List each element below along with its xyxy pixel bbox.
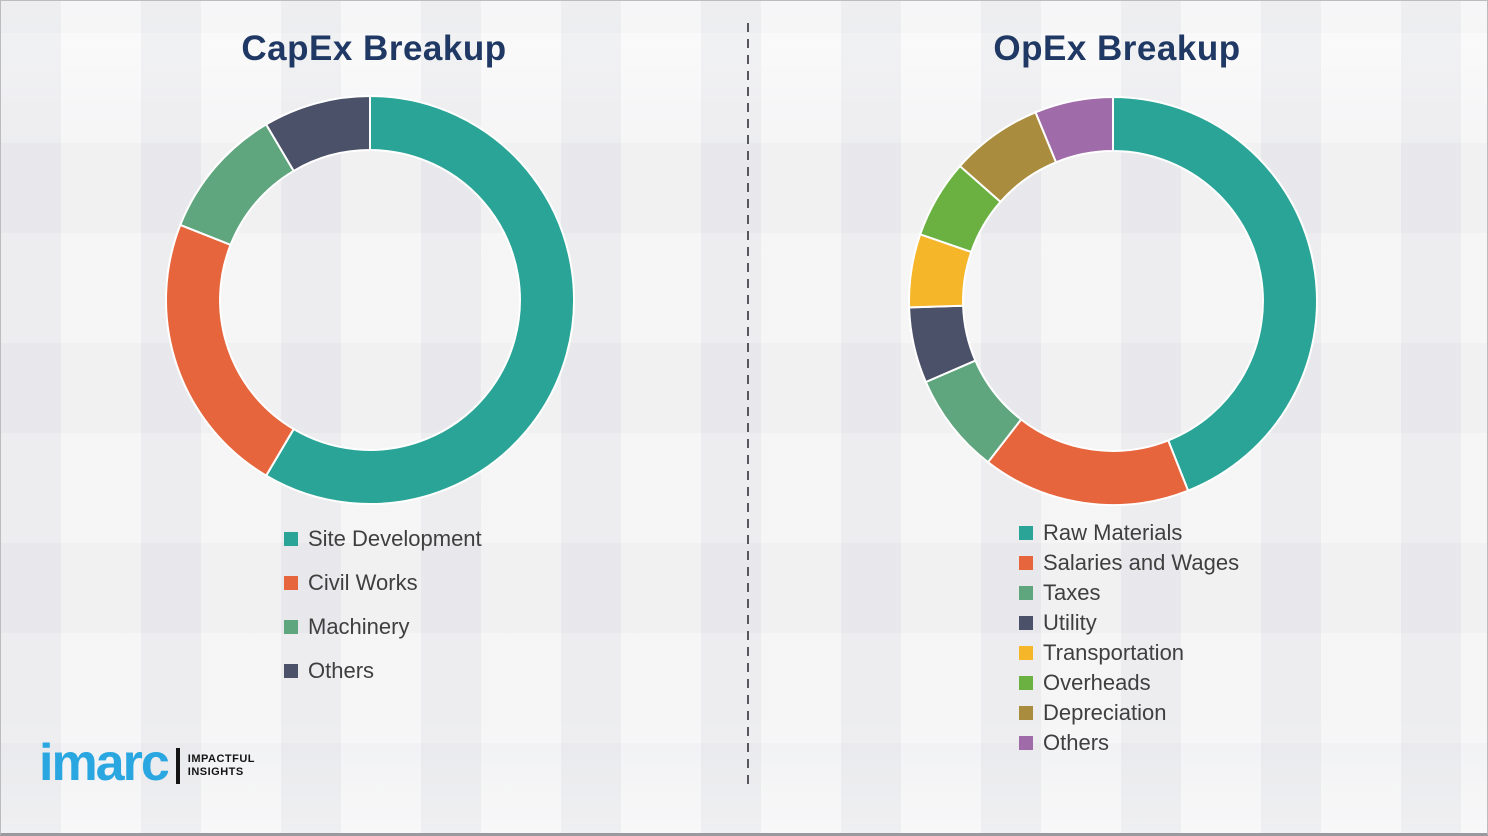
- legend-swatch: [1019, 556, 1033, 570]
- legend-item-raw-materials: Raw Materials: [1019, 518, 1239, 548]
- legend-label: Utility: [1043, 610, 1097, 635]
- legend-item-utility: Utility: [1019, 608, 1239, 638]
- legend-swatch: [284, 620, 298, 634]
- dashed-divider: [747, 23, 749, 791]
- legend-swatch: [1019, 706, 1033, 720]
- legend-swatch: [1019, 646, 1033, 660]
- legend-label: Civil Works: [308, 570, 418, 595]
- logo-tagline-line1: IMPACTFUL: [187, 753, 255, 765]
- donut-slice-salaries-and-wages: [986, 418, 1190, 506]
- legend-swatch: [1019, 526, 1033, 540]
- legend-item-depreciation: Depreciation: [1019, 698, 1239, 728]
- capex-donut-chart: [165, 94, 576, 505]
- donut-slice-raw-materials: [1112, 95, 1318, 492]
- legend-label: Site Development: [308, 526, 482, 551]
- legend-label: Others: [308, 658, 375, 683]
- legend-item-taxes: Taxes: [1019, 578, 1239, 608]
- legend-label: Salaries and Wages: [1043, 550, 1240, 575]
- legend-label: Others: [1043, 730, 1110, 755]
- donut-slice-site-development: [264, 94, 576, 505]
- legend-item-machinery: Machinery: [284, 605, 482, 649]
- legend-label: Raw Materials: [1043, 520, 1183, 545]
- legend-swatch: [284, 576, 298, 590]
- legend-item-transportation: Transportation: [1019, 638, 1239, 668]
- legend-swatch: [1019, 736, 1033, 750]
- legend-swatch: [1019, 616, 1033, 630]
- opex-legend: Raw Materials Salaries and Wages Taxes Util…: [1019, 518, 1239, 758]
- legend-swatch: [1019, 586, 1033, 600]
- logo-divider-bar: [175, 748, 180, 784]
- logo-tagline: IMPACTFUL INSIGHTS: [188, 753, 255, 779]
- donut-slice-civil-works: [165, 223, 296, 477]
- legend-swatch: [284, 664, 298, 678]
- legend-item-civil-works: Civil Works: [284, 561, 482, 605]
- capex-title: CapEx Breakup: [241, 29, 507, 68]
- legend-item-overheads: Overheads: [1019, 668, 1239, 698]
- imarc-logo: imarc IMPACTFUL INSIGHTS: [39, 737, 255, 789]
- legend-label: Transportation: [1043, 640, 1185, 665]
- legend-swatch: [1019, 676, 1033, 690]
- opex-title: OpEx Breakup: [993, 29, 1241, 68]
- donut-slice-others: [264, 94, 371, 173]
- logo-tagline-line2: INSIGHTS: [187, 766, 244, 778]
- legend-item-others: Others: [1019, 728, 1239, 758]
- legend-item-site-development: Site Development: [284, 517, 482, 561]
- legend-label: Overheads: [1043, 670, 1151, 695]
- legend-item-others: Others: [284, 649, 482, 693]
- legend-label: Depreciation: [1043, 700, 1167, 725]
- legend-label: Machinery: [308, 614, 410, 639]
- legend-label: Taxes: [1043, 580, 1101, 605]
- legend-item-salaries-and-wages: Salaries and Wages: [1019, 548, 1239, 578]
- donut-slice-others: [1034, 95, 1114, 164]
- imarc-logo-wordmark: imarc: [39, 734, 170, 792]
- legend-swatch: [284, 532, 298, 546]
- opex-donut-chart: [908, 95, 1318, 506]
- capex-legend: Site Development Civil Works Machinery Othe…: [284, 517, 482, 693]
